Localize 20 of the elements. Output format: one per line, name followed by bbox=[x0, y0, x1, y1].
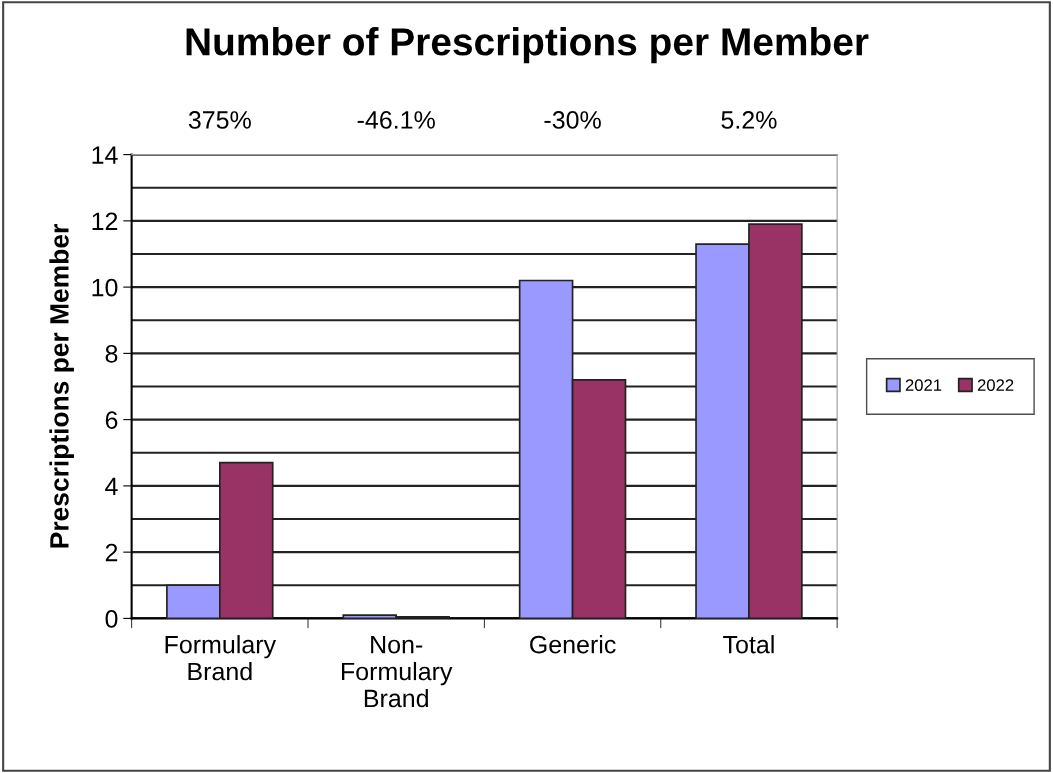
x-tick-label: Total bbox=[723, 635, 774, 654]
y-tick-label: 14 bbox=[92, 146, 118, 164]
legend-label: 2021 bbox=[905, 379, 942, 392]
y-axis-title: Prescriptions per Member bbox=[49, 224, 74, 548]
y-tick-label: 8 bbox=[105, 344, 118, 363]
text: 375% bbox=[188, 111, 251, 129]
y-tick-label: 6 bbox=[105, 411, 118, 429]
text: 5.2% bbox=[721, 111, 777, 129]
x-tick-label: Formulary Brand bbox=[165, 635, 277, 681]
y-tick-label: 12 bbox=[92, 212, 118, 230]
x-tick-label: Generic bbox=[530, 635, 616, 654]
y-tick-label: 4 bbox=[105, 477, 118, 495]
chart-title: Number of Prescriptions per Member bbox=[186, 27, 869, 64]
legend-label: 2022 bbox=[977, 379, 1014, 392]
text: -30% bbox=[544, 111, 601, 129]
y-tick-label: 10 bbox=[92, 278, 118, 297]
y-tick-label: 0 bbox=[105, 610, 118, 628]
text: -46.1% bbox=[357, 111, 435, 129]
y-tick-label: 2 bbox=[105, 543, 118, 562]
x-tick-label: Non- Formulary Brand bbox=[341, 635, 453, 708]
